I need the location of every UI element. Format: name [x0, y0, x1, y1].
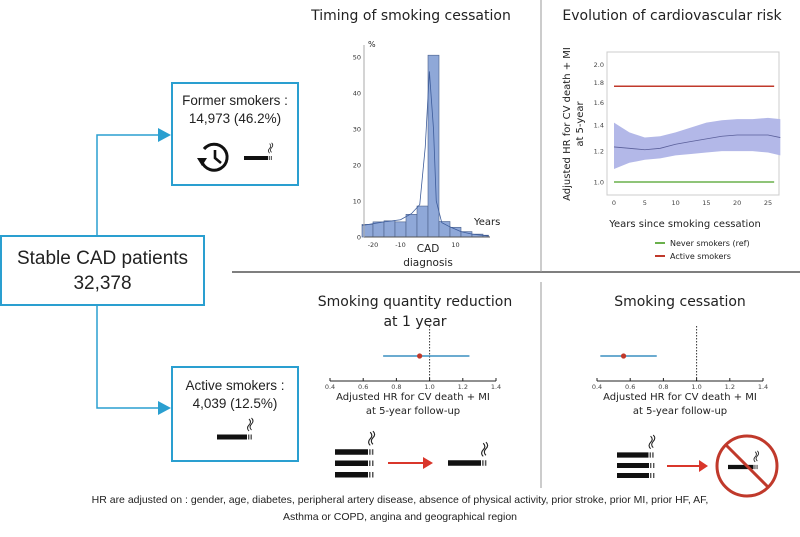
evo-ylabel-2: at 5-year [575, 100, 586, 146]
former-smokers-line [613, 134, 781, 151]
evo-ytick: 1.6 [594, 99, 604, 107]
three-cigarettes-icon [334, 430, 376, 478]
hist-bar [383, 220, 396, 238]
evolution-title: Evolution of cardiovascular risk [562, 8, 782, 24]
evolution-chart: 1.0 1.2 1.4 1.6 1.8 2.0 0 5 10 15 20 25 [594, 51, 781, 207]
cessation-forest-plot: 0.4 0.6 0.8 1.0 1.2 1.4 [592, 326, 768, 391]
arrow-right-icon [667, 460, 708, 472]
hist-bar [405, 214, 418, 238]
hist-bar [394, 221, 407, 238]
footnote-line-1: HR are adjusted on : gender, age, diabet… [91, 494, 709, 506]
forest-xtick: 1.4 [758, 383, 768, 391]
reduction-subtitle: at 1 year [383, 314, 446, 330]
evo-xlabel: Years since smoking cessation [608, 219, 761, 230]
evo-ytick: 2.0 [594, 61, 604, 69]
evo-xtick: 25 [764, 199, 772, 207]
arrow-right-icon [388, 457, 433, 469]
forest-xtick: 1.4 [491, 383, 501, 391]
flow-connectors [96, 134, 160, 409]
hist-ytick: 50 [353, 54, 361, 62]
former-label: Former smokers : [182, 93, 288, 108]
hist-xtick: 10 [451, 241, 459, 249]
hist-ytick: 40 [353, 90, 361, 98]
legend-active: Active smokers [670, 252, 731, 261]
forest-xtick: 1.2 [725, 383, 735, 391]
hr-estimate-point [620, 353, 627, 359]
patients-count: 32,378 [73, 273, 132, 294]
hist-bar [427, 54, 440, 238]
cigarette-icon [447, 441, 489, 467]
stable-cad-patients-box: Stable CAD patients 32,378 [0, 235, 205, 306]
hist-bar [372, 221, 385, 238]
clock-history-icon [197, 142, 229, 172]
evo-ytick: 1.0 [594, 179, 604, 187]
forest-xtick: 1.0 [691, 383, 701, 391]
evo-ylabel-1: Adjusted HR for CV death + MI [562, 47, 573, 201]
forest-xtick: 1.2 [458, 383, 468, 391]
former-smokers-ci-band [614, 117, 781, 169]
hist-xlabel: Years [473, 217, 500, 228]
arrow-to-former [158, 128, 171, 142]
former-smokers-box: Former smokers : 14,973 (46.2%) [171, 82, 299, 186]
forest-xtick: 0.6 [358, 383, 368, 391]
forest-xtick: 0.8 [658, 383, 668, 391]
reduction-title: Smoking quantity reduction [318, 294, 512, 310]
footnote: HR are adjusted on : gender, age, diabet… [0, 492, 800, 526]
forest-xtick: 0.4 [325, 383, 335, 391]
forest2-xlabel-2: at 5-year follow-up [633, 406, 727, 417]
hist-ytick: 30 [353, 126, 361, 134]
hist-ytick: 0 [357, 234, 361, 242]
evo-ytick: 1.4 [594, 122, 604, 130]
forest1-xlabel-1: Adjusted HR for CV death + MI [336, 392, 490, 403]
arrow-to-active [158, 401, 171, 415]
hist-bar [449, 226, 462, 238]
hr-estimate-point [417, 353, 423, 359]
evo-ytick: 1.8 [594, 79, 604, 87]
hist-xtick: -20 [368, 241, 379, 249]
forest-xtick: 0.6 [625, 383, 635, 391]
former-count: 14,973 (46.2%) [188, 111, 282, 126]
evo-xtick: 0 [612, 199, 616, 207]
hist-bar [460, 231, 473, 238]
evo-xtick: 15 [702, 199, 710, 207]
hist-bar [416, 205, 429, 238]
forest2-xlabel-1: Adjusted HR for CV death + MI [603, 392, 757, 403]
evo-xtick: 10 [671, 199, 679, 207]
evo-xtick: 20 [733, 199, 741, 207]
patients-title: Stable CAD patients [16, 248, 189, 269]
hist-cad-label: CAD [417, 243, 440, 255]
hist-ytick: 20 [353, 162, 361, 170]
active-count: 4,039 (12.5%) [192, 396, 278, 411]
cessation-title: Smoking cessation [614, 294, 746, 310]
reduction-forest-plot: 0.4 0.6 0.8 1.0 1.2 1.4 [325, 326, 501, 391]
hist-xtick: -10 [395, 241, 406, 249]
active-label: Active smokers : [185, 378, 285, 393]
hist-ylabel: % [368, 40, 376, 49]
forest-xtick: 0.8 [391, 383, 401, 391]
forest-xtick: 0.4 [592, 383, 602, 391]
evo-xtick: 5 [643, 199, 647, 207]
three-cigarettes-icon [616, 434, 656, 478]
density-curve [361, 71, 489, 237]
evo-ytick: 1.2 [594, 148, 604, 156]
legend-never: Never smokers (ref) [670, 239, 750, 248]
forest-xtick: 1.0 [424, 383, 434, 391]
active-smokers-box: Active smokers : 4,039 (12.5%) [171, 366, 299, 462]
timing-histogram: 0 10 20 30 40 50 -20 -10 10 [353, 45, 490, 249]
timing-title: Timing of smoking cessation [310, 8, 511, 24]
no-smoking-icon [715, 434, 779, 498]
forest1-xlabel-2: at 5-year follow-up [366, 406, 460, 417]
hist-ytick: 10 [353, 198, 361, 206]
hist-diagnosis-label: diagnosis [403, 257, 453, 269]
footnote-line-2: Asthma or COPD, angina and geographical … [282, 511, 518, 523]
